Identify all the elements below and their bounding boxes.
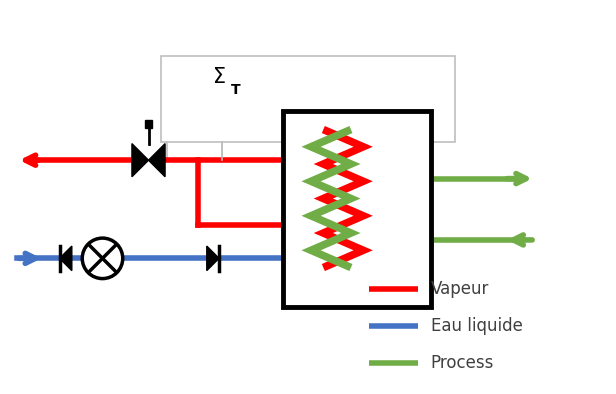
Text: $\Sigma$: $\Sigma$ bbox=[212, 67, 226, 87]
Text: Vapeur: Vapeur bbox=[431, 280, 489, 298]
Bar bbox=[161, 56, 455, 142]
Bar bbox=[283, 111, 431, 307]
Text: T: T bbox=[231, 83, 240, 97]
Polygon shape bbox=[148, 144, 165, 177]
Text: Eau liquide: Eau liquide bbox=[431, 317, 522, 335]
Polygon shape bbox=[207, 246, 219, 271]
Polygon shape bbox=[60, 246, 72, 271]
Circle shape bbox=[83, 238, 123, 279]
Text: Process: Process bbox=[431, 354, 494, 372]
Polygon shape bbox=[132, 144, 148, 177]
Bar bbox=[145, 120, 153, 128]
